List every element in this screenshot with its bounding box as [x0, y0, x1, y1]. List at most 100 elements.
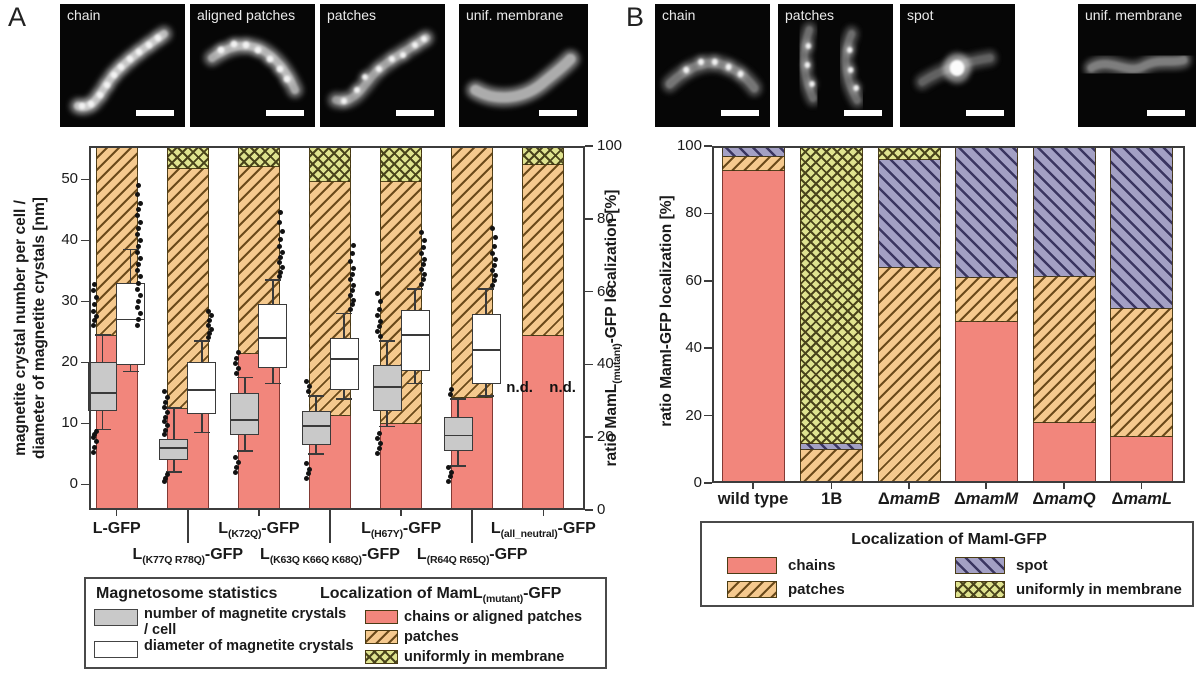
data-point-dot [446, 478, 452, 484]
bar-segment-patches [877, 267, 941, 483]
data-point-dot [378, 298, 384, 304]
bar-segment-chains [1032, 422, 1096, 483]
legend-swatch-white [94, 641, 138, 658]
boxplot-median [116, 318, 146, 321]
b-category-label: 1B [821, 490, 843, 508]
boxplot-median [230, 419, 260, 422]
data-point-dot [493, 257, 499, 263]
legend-title-localization: Localization of MamL(mutant)-GFP [320, 585, 562, 605]
data-point-dot [205, 335, 211, 341]
scale-bar [844, 110, 882, 116]
panel-a-letter: A [8, 2, 27, 32]
micrograph-chain: chain [60, 4, 185, 127]
boxplot-crystal-diameter [400, 310, 430, 372]
category-label: L(all_neutral)-GFP [490, 520, 596, 540]
data-point-dot [234, 465, 240, 471]
data-point-dot [92, 431, 98, 437]
data-point-dot [134, 213, 140, 219]
micrograph-label: unif. membrane [466, 7, 564, 23]
data-point-dot [134, 323, 140, 329]
data-point-dot [234, 370, 240, 376]
data-point-dot [419, 251, 425, 257]
b-y-axis-tick [704, 482, 712, 484]
legend-item-label: uniformly in membrane [1016, 581, 1182, 598]
data-point-dot [205, 322, 211, 328]
boxplot-median [301, 425, 331, 428]
boxplot-crystal-diameter [116, 283, 146, 366]
b-category-label: wild type [717, 490, 789, 508]
right-axis-title: ratio MamL(mutant)-GFP localization [%] [603, 189, 623, 467]
micrograph-label: patches [785, 7, 835, 23]
data-point-dot [136, 317, 142, 323]
bar-segment-patches [954, 277, 1018, 323]
data-point-dot [419, 281, 425, 287]
data-point-dot [376, 430, 382, 436]
data-point-dot [234, 355, 240, 361]
b-x-axis-tick [985, 483, 987, 489]
scale-bar [966, 110, 1004, 116]
boxplot-median [443, 434, 473, 437]
micrograph-label: chain [67, 7, 101, 23]
data-point-dot [491, 278, 497, 284]
plot-frame-top [712, 146, 1185, 148]
data-point-dot [351, 297, 356, 303]
data-point-dot [136, 262, 142, 268]
left-axis-tick [81, 422, 89, 425]
boxplot-median [471, 349, 501, 351]
boxplot-whisker-cap [407, 382, 424, 385]
data-point-dot [93, 295, 99, 301]
micrograph-label: patches [327, 7, 377, 23]
data-point-dot [92, 318, 98, 324]
category-label: L(K72Q)-GFP [218, 520, 300, 540]
legend-swatch-membrane [365, 650, 398, 664]
category-label: L(K63Q K66Q K68Q)-GFP [260, 546, 400, 566]
boxplot-whisker-cap [193, 431, 210, 434]
legend-title-statistics: Magnetosome statistics [96, 585, 278, 602]
legend-item-label: number of magnetite crystals [144, 606, 347, 622]
left-axis-tick-label: 50 [61, 170, 78, 188]
scale-bar [136, 110, 174, 116]
scale-bar [539, 110, 577, 116]
micrograph-patches: patches [778, 4, 893, 127]
micrograph-aligned-patches: aligned patches [190, 4, 315, 127]
boxplot-median [400, 333, 430, 336]
left-axis-tick-label: 20 [61, 353, 78, 371]
boxplot-crystal-diameter [471, 313, 501, 384]
data-point-dot [305, 389, 311, 395]
category-label: L(K77Q R78Q)-GFP [132, 546, 244, 566]
bar-segment-chains [721, 169, 785, 483]
right-axis-tick-label: 100 [597, 137, 623, 154]
data-point-dot [378, 318, 384, 324]
data-point-dot [163, 400, 169, 406]
right-axis-tick [585, 218, 593, 220]
boxplot-crystal-diameter [187, 362, 217, 415]
left-axis-tick [81, 483, 89, 486]
left-axis-tick [81, 178, 89, 181]
data-point-dot [349, 287, 355, 293]
boxplot-whisker-cap [450, 398, 467, 400]
legend-swatch-membrane [955, 581, 1005, 598]
plot-frame-bottom [89, 508, 585, 510]
data-point-dot [90, 308, 96, 314]
data-point-dot [278, 236, 284, 242]
data-point-dot [490, 251, 496, 257]
boxplot-whisker-cap [122, 248, 139, 251]
b-y-axis-tick-label: 20 [685, 406, 702, 424]
legend-item-label: chains or aligned patches [404, 609, 583, 625]
data-point-dot [92, 301, 98, 307]
right-axis-tick [585, 290, 593, 293]
right-axis-tick-label: 20 [597, 428, 614, 446]
b-x-axis-tick [752, 483, 754, 489]
boxplot-median [329, 358, 359, 361]
boxplot-whisker-cap [450, 465, 467, 467]
plot-frame-right [583, 146, 585, 510]
data-point-dot [376, 446, 382, 452]
data-point-dot [305, 471, 311, 477]
data-point-dot [232, 469, 238, 475]
data-point-dot [164, 423, 170, 429]
bar-segment-spot [1110, 146, 1174, 309]
boxplot-whisker-cap [193, 340, 210, 342]
scale-bar [396, 110, 434, 116]
data-point-dot [136, 207, 142, 213]
data-point-dot [164, 409, 170, 415]
